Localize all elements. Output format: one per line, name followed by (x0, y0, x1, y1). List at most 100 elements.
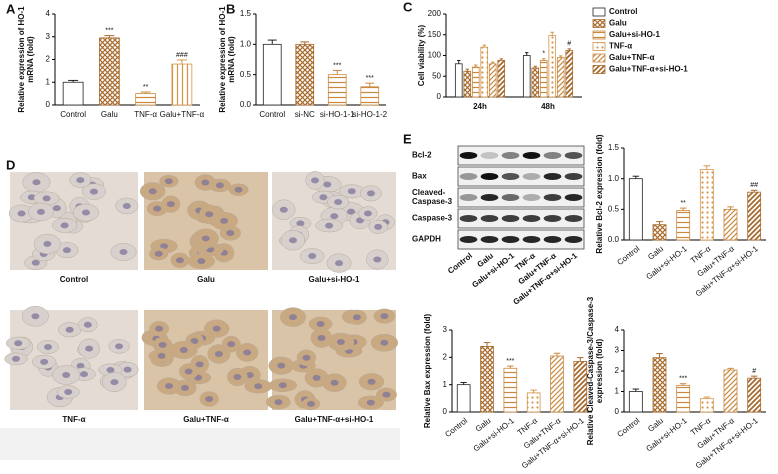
y-axis-label: Relative expression of HO-1 (17, 6, 26, 113)
nucleus (62, 247, 71, 254)
y-axis-label: Relative Bcl-2 expression (fold) (595, 134, 604, 253)
error-bar (140, 91, 151, 94)
nucleus (312, 374, 321, 381)
y-tick-label: 1.5 (608, 143, 620, 152)
nucleus (243, 349, 252, 356)
nucleus (12, 355, 21, 362)
nucleus (115, 343, 124, 350)
bar (171, 63, 193, 106)
blot-band (480, 152, 499, 159)
nucleus (254, 383, 263, 390)
y-axis-label: Cell viability (%) (417, 24, 426, 86)
legend-label: Galu+TNF-α (609, 53, 655, 62)
error-bar (530, 389, 537, 393)
bar (723, 208, 738, 241)
error-bar (750, 189, 758, 193)
significance: *** (679, 376, 687, 383)
x-tick-label: 48h (541, 102, 555, 111)
x-tick-label: Galu (646, 416, 665, 434)
nucleus (76, 177, 85, 184)
blot-band (564, 236, 583, 243)
background-band (0, 428, 400, 460)
nucleus (323, 181, 332, 188)
micrograph (141, 310, 273, 410)
blot-strip (457, 229, 585, 250)
nucleus (336, 338, 345, 345)
y-tick-label: 1 (46, 77, 51, 86)
nucleus (380, 339, 389, 346)
x-tick-label: Control (615, 244, 641, 267)
nucleus (347, 208, 356, 215)
nucleus (148, 188, 157, 195)
error-bar (104, 35, 115, 38)
nucleus (245, 372, 254, 379)
error-bar (525, 52, 529, 56)
significance: # (752, 368, 756, 375)
error-bar (632, 388, 640, 392)
nucleus (14, 340, 23, 347)
bar (522, 55, 531, 98)
nucleus (31, 259, 40, 266)
y-tick-label: 2 (615, 366, 620, 375)
blot-band (501, 215, 520, 222)
error-bar (365, 82, 375, 87)
x-tick-label: Galu+TNF-α (160, 110, 205, 119)
blot-band (564, 194, 583, 201)
lane-label: Control (446, 251, 474, 276)
bar (747, 191, 762, 241)
nucleus (366, 190, 375, 197)
y-tick-label: 2 (46, 55, 51, 64)
nucleus (44, 344, 53, 351)
bar (454, 63, 463, 98)
nucleus (279, 206, 288, 213)
error-bar (491, 61, 495, 64)
y-tick-label: 3 (615, 346, 620, 355)
nucleus (122, 202, 131, 209)
bar (699, 169, 714, 241)
y-tick-label: 4 (615, 325, 620, 334)
blot-band (543, 173, 562, 180)
blot-band (501, 194, 520, 201)
blot-band (543, 152, 562, 159)
bar (456, 384, 471, 413)
nucleus (289, 237, 298, 244)
blot-strip (457, 145, 585, 166)
bar (360, 86, 380, 106)
blot-band (501, 152, 520, 159)
y-tick-label: 1.5 (240, 9, 252, 18)
bar (497, 60, 506, 98)
significance: # (567, 41, 571, 48)
blot-strip (457, 208, 585, 229)
blot-band (522, 236, 541, 243)
nucleus (17, 210, 26, 217)
panel-letter: B (226, 1, 235, 16)
nucleus (308, 253, 317, 260)
error-bar (750, 375, 758, 379)
y-tick-label: 3 (46, 32, 51, 41)
nucleus (205, 395, 214, 402)
nucleus (76, 362, 85, 369)
error-bar (176, 59, 187, 65)
bar (652, 357, 667, 413)
bar (99, 37, 120, 106)
bar (135, 93, 156, 106)
bar (463, 70, 472, 98)
significance: *** (506, 358, 514, 365)
bar (723, 369, 738, 413)
protein-label: Caspase-3 (412, 197, 453, 206)
nucleus (212, 325, 221, 332)
nucleus (296, 220, 305, 227)
significance: ** (680, 200, 686, 207)
y-tick-label: 0 (46, 100, 51, 109)
error-bar (679, 383, 687, 386)
blot-band (501, 173, 520, 180)
nucleus (180, 384, 189, 391)
error-bar (553, 352, 561, 356)
bar (676, 384, 691, 413)
nucleus (52, 205, 61, 212)
bar (676, 210, 691, 241)
nucleus (110, 379, 119, 386)
bar (628, 178, 643, 241)
y-axis-label: mRNA (fold) (227, 36, 236, 83)
nucleus (36, 208, 45, 215)
